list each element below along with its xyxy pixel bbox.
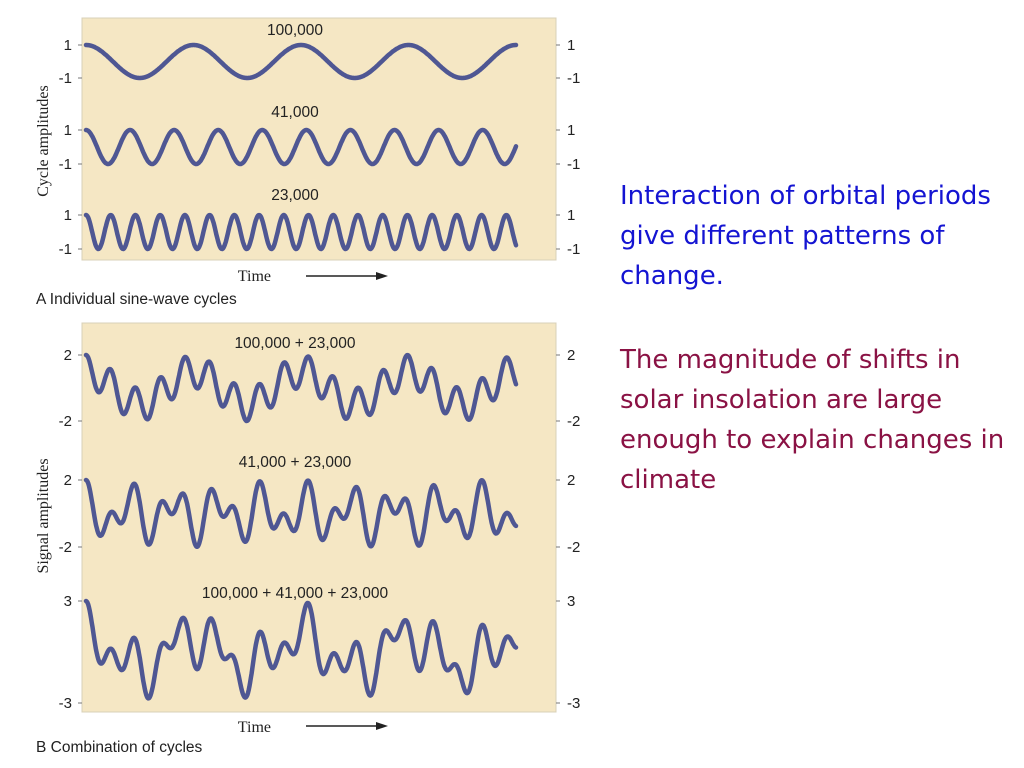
y-tick-label-left: 1: [64, 207, 72, 224]
y-tick-label-right: 1: [567, 37, 575, 54]
y-tick-label-right: -2: [567, 413, 580, 430]
series-line: [83, 212, 519, 252]
panel-b: 100,000 + 23,000 2 2 -2 -2 41,000 + 23,000 2 2 -…: [35, 322, 580, 756]
y-tick-label-right: -1: [567, 241, 580, 258]
y-tick-label-left: -1: [59, 70, 72, 87]
y-tick-label-right: -1: [567, 156, 580, 173]
y-tick-label-left: -1: [59, 241, 72, 258]
y-tick-label-right: 2: [567, 472, 575, 489]
y-tick-label-right: 3: [567, 593, 575, 610]
series-line: [83, 598, 519, 701]
series-line: [83, 352, 519, 424]
series-label: 41,000: [271, 104, 319, 121]
series-label: 41,000 + 23,000: [239, 454, 352, 471]
panel-b-xlabel: Time: [238, 719, 271, 736]
panel-b-caption: B Combination of cycles: [36, 739, 203, 756]
panel-a-xlabel: Time: [238, 268, 271, 285]
y-tick-label-left: -1: [59, 156, 72, 173]
y-tick-label-left: 1: [64, 122, 72, 139]
series-label: 100,000 + 41,000 + 23,000: [202, 585, 389, 602]
series-label: 100,000: [267, 22, 323, 39]
y-tick-label-left: -3: [59, 695, 72, 712]
note-orbital-periods: Interaction of orbital periods give diff…: [620, 181, 991, 291]
y-tick-label-right: -2: [567, 539, 580, 556]
y-tick-label-right: -3: [567, 695, 580, 712]
panel-a: 100,000 1 1 -1 -1 41,000 1 1 -1 -1 23,000 1 1 -1 -1 Cy…: [35, 17, 580, 308]
series-line: [83, 127, 519, 167]
series-label: 100,000 + 23,000: [234, 335, 355, 352]
y-tick-label-left: 1: [64, 37, 72, 54]
y-tick-label-left: -2: [59, 413, 72, 430]
panel-a-caption: A Individual sine-wave cycles: [36, 291, 237, 308]
series-line: [83, 42, 519, 81]
y-tick-label-right: 1: [567, 122, 575, 139]
panel-a-time-arrow-head: [376, 272, 388, 280]
y-tick-label-left: 2: [64, 347, 72, 364]
series-label: 23,000: [271, 187, 319, 204]
y-tick-label-right: 2: [567, 347, 575, 364]
panel-b-ylabel: Signal amplitudes: [35, 458, 52, 573]
series-line: [83, 477, 519, 550]
note-insolation-magnitude: The magnitude of shifts in solar insolat…: [620, 345, 1005, 495]
y-tick-label-left: 3: [64, 593, 72, 610]
y-tick-label-right: 1: [567, 207, 575, 224]
panel-b-time-arrow-head: [376, 722, 388, 730]
y-tick-label-left: -2: [59, 539, 72, 556]
panel-a-ylabel: Cycle amplitudes: [35, 85, 52, 197]
y-tick-label-right: -1: [567, 70, 580, 87]
y-tick-label-left: 2: [64, 472, 72, 489]
